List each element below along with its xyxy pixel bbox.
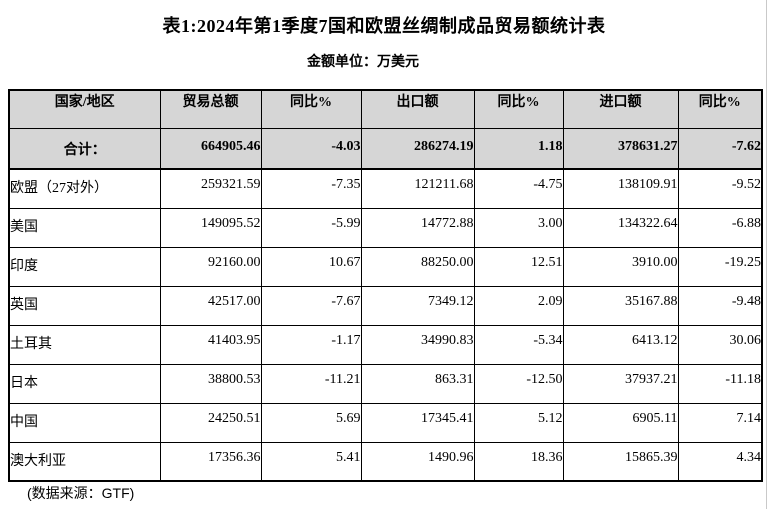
cell-value: 3.00	[473, 207, 564, 248]
cell-value: 286274.19	[360, 127, 475, 170]
cell-value: -12.50	[473, 363, 564, 404]
cell-value: 6413.12	[562, 324, 679, 365]
row-label: 英国	[8, 285, 161, 326]
cell-value: -7.35	[260, 168, 362, 209]
cell-value: 5.12	[473, 402, 564, 443]
cell-value: 259321.59	[159, 168, 262, 209]
cell-value: -9.48	[677, 285, 763, 326]
row-label: 澳大利亚	[8, 441, 161, 482]
trade-statistics-table: 国家/地区 贸易总额 同比% 出口额 同比% 进口额 同比% 合计： 66490…	[8, 89, 763, 482]
cell-value: 15865.39	[562, 441, 679, 482]
row-label: 中国	[8, 402, 161, 443]
table-row: 日本 38800.53 -11.21 863.31 -12.50 37937.2…	[8, 363, 763, 404]
col-header-country: 国家/地区	[8, 89, 161, 129]
cell-value: -4.03	[260, 127, 362, 170]
cell-value: 35167.88	[562, 285, 679, 326]
cell-value: 37937.21	[562, 363, 679, 404]
row-label: 欧盟（27对外）	[8, 168, 161, 209]
cell-value: -4.75	[473, 168, 564, 209]
table-row: 美国 149095.52 -5.99 14772.88 3.00 134322.…	[8, 207, 763, 248]
table-row: 中国 24250.51 5.69 17345.41 5.12 6905.11 7…	[8, 402, 763, 443]
cell-value: 1.18	[473, 127, 564, 170]
cell-value: 1490.96	[360, 441, 475, 482]
cell-value: -1.17	[260, 324, 362, 365]
cell-value: -11.18	[677, 363, 763, 404]
cell-value: 138109.91	[562, 168, 679, 209]
table-row: 土耳其 41403.95 -1.17 34990.83 -5.34 6413.1…	[8, 324, 763, 365]
cell-value: -6.88	[677, 207, 763, 248]
cell-value: 92160.00	[159, 246, 262, 287]
cell-value: 378631.27	[562, 127, 679, 170]
cell-value: 41403.95	[159, 324, 262, 365]
cell-value: 7349.12	[360, 285, 475, 326]
cell-value: 5.69	[260, 402, 362, 443]
cell-value: 88250.00	[360, 246, 475, 287]
cell-value: -5.34	[473, 324, 564, 365]
cell-value: 24250.51	[159, 402, 262, 443]
cell-value: 42517.00	[159, 285, 262, 326]
cell-value: 134322.64	[562, 207, 679, 248]
cell-value: 2.09	[473, 285, 564, 326]
table-title: 表1:2024年第1季度7国和欧盟丝绸制成品贸易额统计表	[162, 16, 606, 36]
col-header-exports: 出口额	[360, 89, 475, 129]
cell-value: 30.06	[677, 324, 763, 365]
cell-value: -7.67	[260, 285, 362, 326]
cell-value: 17345.41	[360, 402, 475, 443]
row-label: 印度	[8, 246, 161, 287]
cell-value: -7.62	[677, 127, 763, 170]
cell-value: -9.52	[677, 168, 763, 209]
source-note: (数据来源：GTF)	[27, 485, 135, 501]
cell-value: -5.99	[260, 207, 362, 248]
col-header-total-trade: 贸易总额	[159, 89, 262, 129]
cell-value: 863.31	[360, 363, 475, 404]
cell-value: 34990.83	[360, 324, 475, 365]
table-row: 欧盟（27对外） 259321.59 -7.35 121211.68 -4.75…	[8, 168, 763, 209]
row-label: 土耳其	[8, 324, 161, 365]
cell-value: 4.34	[677, 441, 763, 482]
cell-value: 10.67	[260, 246, 362, 287]
cell-value: -11.21	[260, 363, 362, 404]
cell-value: 18.36	[473, 441, 564, 482]
total-row: 合计： 664905.46 -4.03 286274.19 1.18 37863…	[8, 127, 763, 170]
cell-value: 17356.36	[159, 441, 262, 482]
cell-value: 38800.53	[159, 363, 262, 404]
col-header-yoy-1: 同比%	[260, 89, 362, 129]
col-header-imports: 进口额	[562, 89, 679, 129]
cell-value: 6905.11	[562, 402, 679, 443]
page-edge-line	[766, 0, 767, 509]
row-label: 日本	[8, 363, 161, 404]
cell-value: 5.41	[260, 441, 362, 482]
col-header-yoy-2: 同比%	[473, 89, 564, 129]
cell-value: -19.25	[677, 246, 763, 287]
cell-value: 149095.52	[159, 207, 262, 248]
cell-value: 664905.46	[159, 127, 262, 170]
row-label: 美国	[8, 207, 161, 248]
cell-value: 121211.68	[360, 168, 475, 209]
unit-note: 金额单位：万美元	[307, 53, 419, 69]
col-header-yoy-3: 同比%	[677, 89, 763, 129]
header-row: 国家/地区 贸易总额 同比% 出口额 同比% 进口额 同比%	[8, 89, 763, 129]
row-label: 合计：	[8, 127, 161, 170]
cell-value: 12.51	[473, 246, 564, 287]
table-row: 澳大利亚 17356.36 5.41 1490.96 18.36 15865.3…	[8, 441, 763, 482]
table-row: 英国 42517.00 -7.67 7349.12 2.09 35167.88 …	[8, 285, 763, 326]
cell-value: 7.14	[677, 402, 763, 443]
cell-value: 14772.88	[360, 207, 475, 248]
cell-value: 3910.00	[562, 246, 679, 287]
table-row: 印度 92160.00 10.67 88250.00 12.51 3910.00…	[8, 246, 763, 287]
